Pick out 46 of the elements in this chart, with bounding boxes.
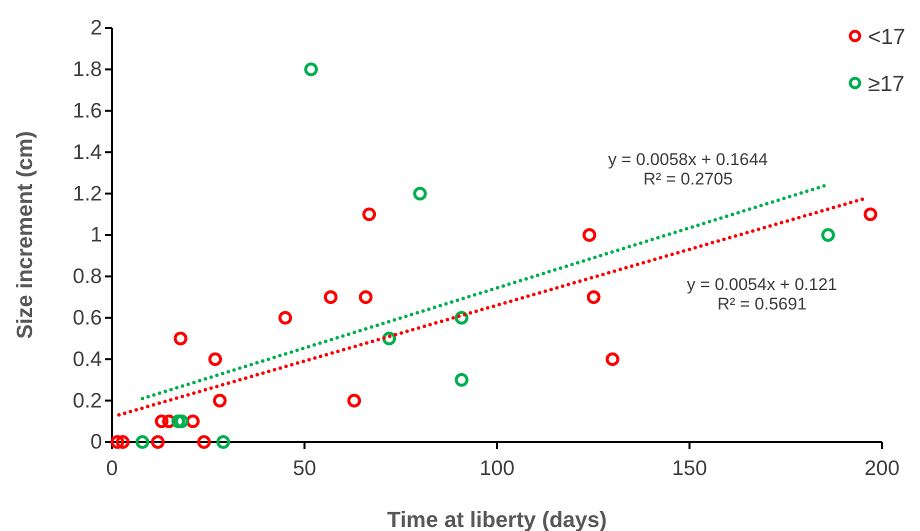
point [347, 394, 362, 408]
point [324, 290, 338, 304]
point [216, 435, 230, 449]
y-tick-label: 1.4 [72, 140, 102, 164]
y-tick-label: 2 [90, 16, 102, 40]
y-tick-label: 0.8 [72, 265, 102, 288]
y-axis-title: Size increment (cm) [12, 131, 37, 339]
annotation: y = 0.0054x + 0.121 R² = 0.5691 [686, 275, 838, 314]
point [413, 186, 427, 200]
y-tick-label: 0.2 [72, 389, 102, 412]
point [208, 352, 222, 366]
y-tick-label: 1.2 [72, 182, 102, 206]
point [212, 394, 227, 408]
point [171, 414, 186, 428]
x-tick-label: 150 [672, 457, 708, 480]
point [454, 373, 468, 387]
point [136, 435, 150, 449]
point [586, 290, 600, 304]
annotation: y = 0.0058x + 0.1644 R² = 0.2705 [608, 150, 768, 189]
legend-label: ≥17 [868, 71, 905, 96]
point [154, 414, 169, 428]
y-tick-label: 1.6 [72, 100, 102, 123]
point [606, 352, 620, 366]
point [150, 435, 165, 449]
point [197, 435, 211, 449]
y-tick-label: 0 [90, 430, 102, 454]
point [174, 414, 189, 428]
x-tick-label: 100 [479, 457, 515, 480]
x-tick-label: 200 [864, 457, 900, 480]
y-tick-label: 0.4 [72, 348, 102, 371]
point [278, 310, 292, 325]
x-tick-label: 0 [106, 457, 118, 480]
point [116, 435, 130, 449]
point [304, 62, 318, 76]
y-tick-label: 0.6 [72, 306, 102, 330]
point [358, 290, 373, 304]
point [864, 207, 878, 222]
y-tick-label: 1.8 [72, 58, 102, 82]
point [362, 207, 376, 222]
y-tick-label: 1 [90, 224, 102, 247]
point [821, 228, 835, 242]
point [454, 310, 468, 325]
x-tick-label: 50 [292, 457, 316, 480]
legend-label: <17 [868, 24, 906, 49]
point [174, 332, 188, 346]
point [582, 228, 596, 242]
